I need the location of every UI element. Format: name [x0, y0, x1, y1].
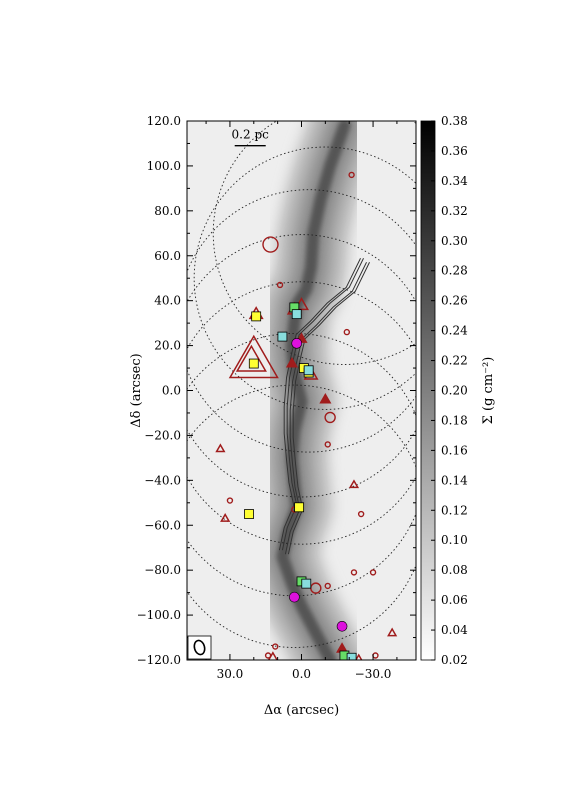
colorbar-tick-label: 0.32 — [441, 204, 468, 218]
x-tick-label: −30.0 — [355, 667, 392, 681]
beam-box — [187, 635, 212, 660]
red-open-circle-marker — [343, 328, 351, 336]
colorbar-tick-label: 0.38 — [441, 114, 468, 128]
colorbar-tick-label: 0.16 — [441, 443, 468, 457]
colorbar-tick-label: 0.06 — [441, 593, 468, 607]
colorbar-tick-label: 0.24 — [441, 324, 468, 338]
y-tick-label: 60.0 — [154, 249, 181, 263]
colorbar: 0.38 0.36 0.34 0.32 0.30 0.28 0.26 0.24 0.22 0.20… — [420, 114, 468, 667]
red-open-triangle-marker — [228, 334, 279, 379]
red-open-triangle-marker — [267, 651, 278, 660]
y-tick-label: 40.0 — [154, 294, 181, 308]
x-tick-label: 0.0 — [292, 667, 311, 681]
colorbar-tick-label: 0.12 — [441, 503, 468, 517]
filament-core — [276, 121, 351, 660]
red-open-circle-marker — [369, 569, 377, 576]
contour-line — [281, 258, 364, 551]
fov-circle — [212, 121, 416, 365]
y-tick-label: −60.0 — [144, 518, 181, 532]
colorbar-tick-label: 0.18 — [441, 413, 468, 427]
yellow-square-marker — [294, 502, 305, 513]
red-open-circle-marker — [324, 582, 331, 590]
colorbar-tick-label: 0.36 — [441, 144, 468, 158]
y-tick-label: 80.0 — [154, 204, 181, 218]
cyan-square-marker — [277, 331, 288, 342]
red-open-triangle-marker — [348, 479, 360, 489]
cyan-square-marker — [346, 652, 357, 660]
colorbar-tick-label: 0.04 — [441, 623, 468, 637]
source-markers — [215, 171, 398, 660]
yellow-square-marker — [244, 509, 254, 519]
red-open-circle-marker — [262, 236, 279, 253]
colorbar-tick-label: 0.14 — [441, 473, 468, 487]
red-open-circle-marker — [226, 497, 234, 504]
colorbar-title: Σ (g cm⁻²) — [481, 357, 496, 425]
y-axis-title: Δδ (arcsec) — [129, 353, 144, 427]
magenta-circle-marker — [289, 591, 300, 603]
y-tick-label: −100.0 — [137, 608, 181, 622]
colorbar-tick-label: 0.22 — [441, 354, 468, 368]
y-tick-label: 100.0 — [147, 159, 181, 173]
beam-inset — [187, 635, 212, 660]
colorbar-tick-label: 0.26 — [441, 294, 468, 308]
y-tick-label: 120.0 — [147, 114, 181, 128]
red-open-circle-marker — [276, 281, 284, 289]
y-tick-label: 20.0 — [154, 339, 181, 353]
x-tick-label: 30.0 — [217, 667, 244, 681]
red-open-circle-marker — [350, 569, 358, 576]
magenta-circle-marker — [336, 621, 348, 632]
y-tick-label: −120.0 — [137, 653, 181, 667]
beam-ellipse — [193, 639, 206, 656]
colorbar-tick-label: 0.02 — [441, 653, 468, 667]
cyan-square-marker — [303, 365, 314, 376]
fov-circles — [187, 121, 416, 648]
red-open-circle-marker — [348, 171, 355, 179]
red-open-circle-marker — [324, 411, 336, 424]
red-open-circle-marker — [324, 441, 331, 448]
red-open-circle-marker — [272, 643, 279, 650]
red-open-triangle-marker — [387, 627, 398, 637]
cyan-square-marker — [291, 309, 302, 320]
colorbar-tick-label: 0.28 — [441, 264, 468, 278]
colorbar-tick-label: 0.20 — [441, 384, 468, 398]
red-open-circle-marker — [357, 510, 365, 518]
y-tick-label: −40.0 — [144, 473, 181, 487]
yellow-square-marker — [251, 311, 262, 322]
scale-bar: 0.2 pc — [232, 128, 270, 147]
x-axis-title: Δα (arcsec) — [264, 703, 339, 718]
red-filled-triangle-marker — [285, 357, 299, 368]
y-tick-label: 0.0 — [162, 384, 181, 398]
colorbar-tick-label: 0.34 — [441, 174, 468, 188]
filament-emission — [247, 121, 380, 660]
plot-area — [187, 121, 416, 660]
colorbar-tick-label: 0.10 — [441, 533, 468, 547]
red-open-triangle-marker — [220, 513, 231, 522]
red-filled-triangle-marker — [319, 392, 332, 404]
yellow-square-marker — [248, 358, 259, 369]
scale-bar-label: 0.2 pc — [232, 128, 270, 142]
colorbar-tick-label: 0.30 — [441, 234, 468, 248]
magenta-circle-marker — [291, 338, 303, 349]
y-tick-label: −80.0 — [144, 563, 181, 577]
contour-line — [278, 258, 361, 551]
colorbar-tick-label: 0.08 — [441, 563, 468, 577]
red-open-triangle-marker — [215, 443, 226, 453]
fov-circle — [193, 146, 416, 410]
y-tick-label: −20.0 — [144, 428, 181, 442]
cyan-square-marker — [301, 578, 312, 589]
